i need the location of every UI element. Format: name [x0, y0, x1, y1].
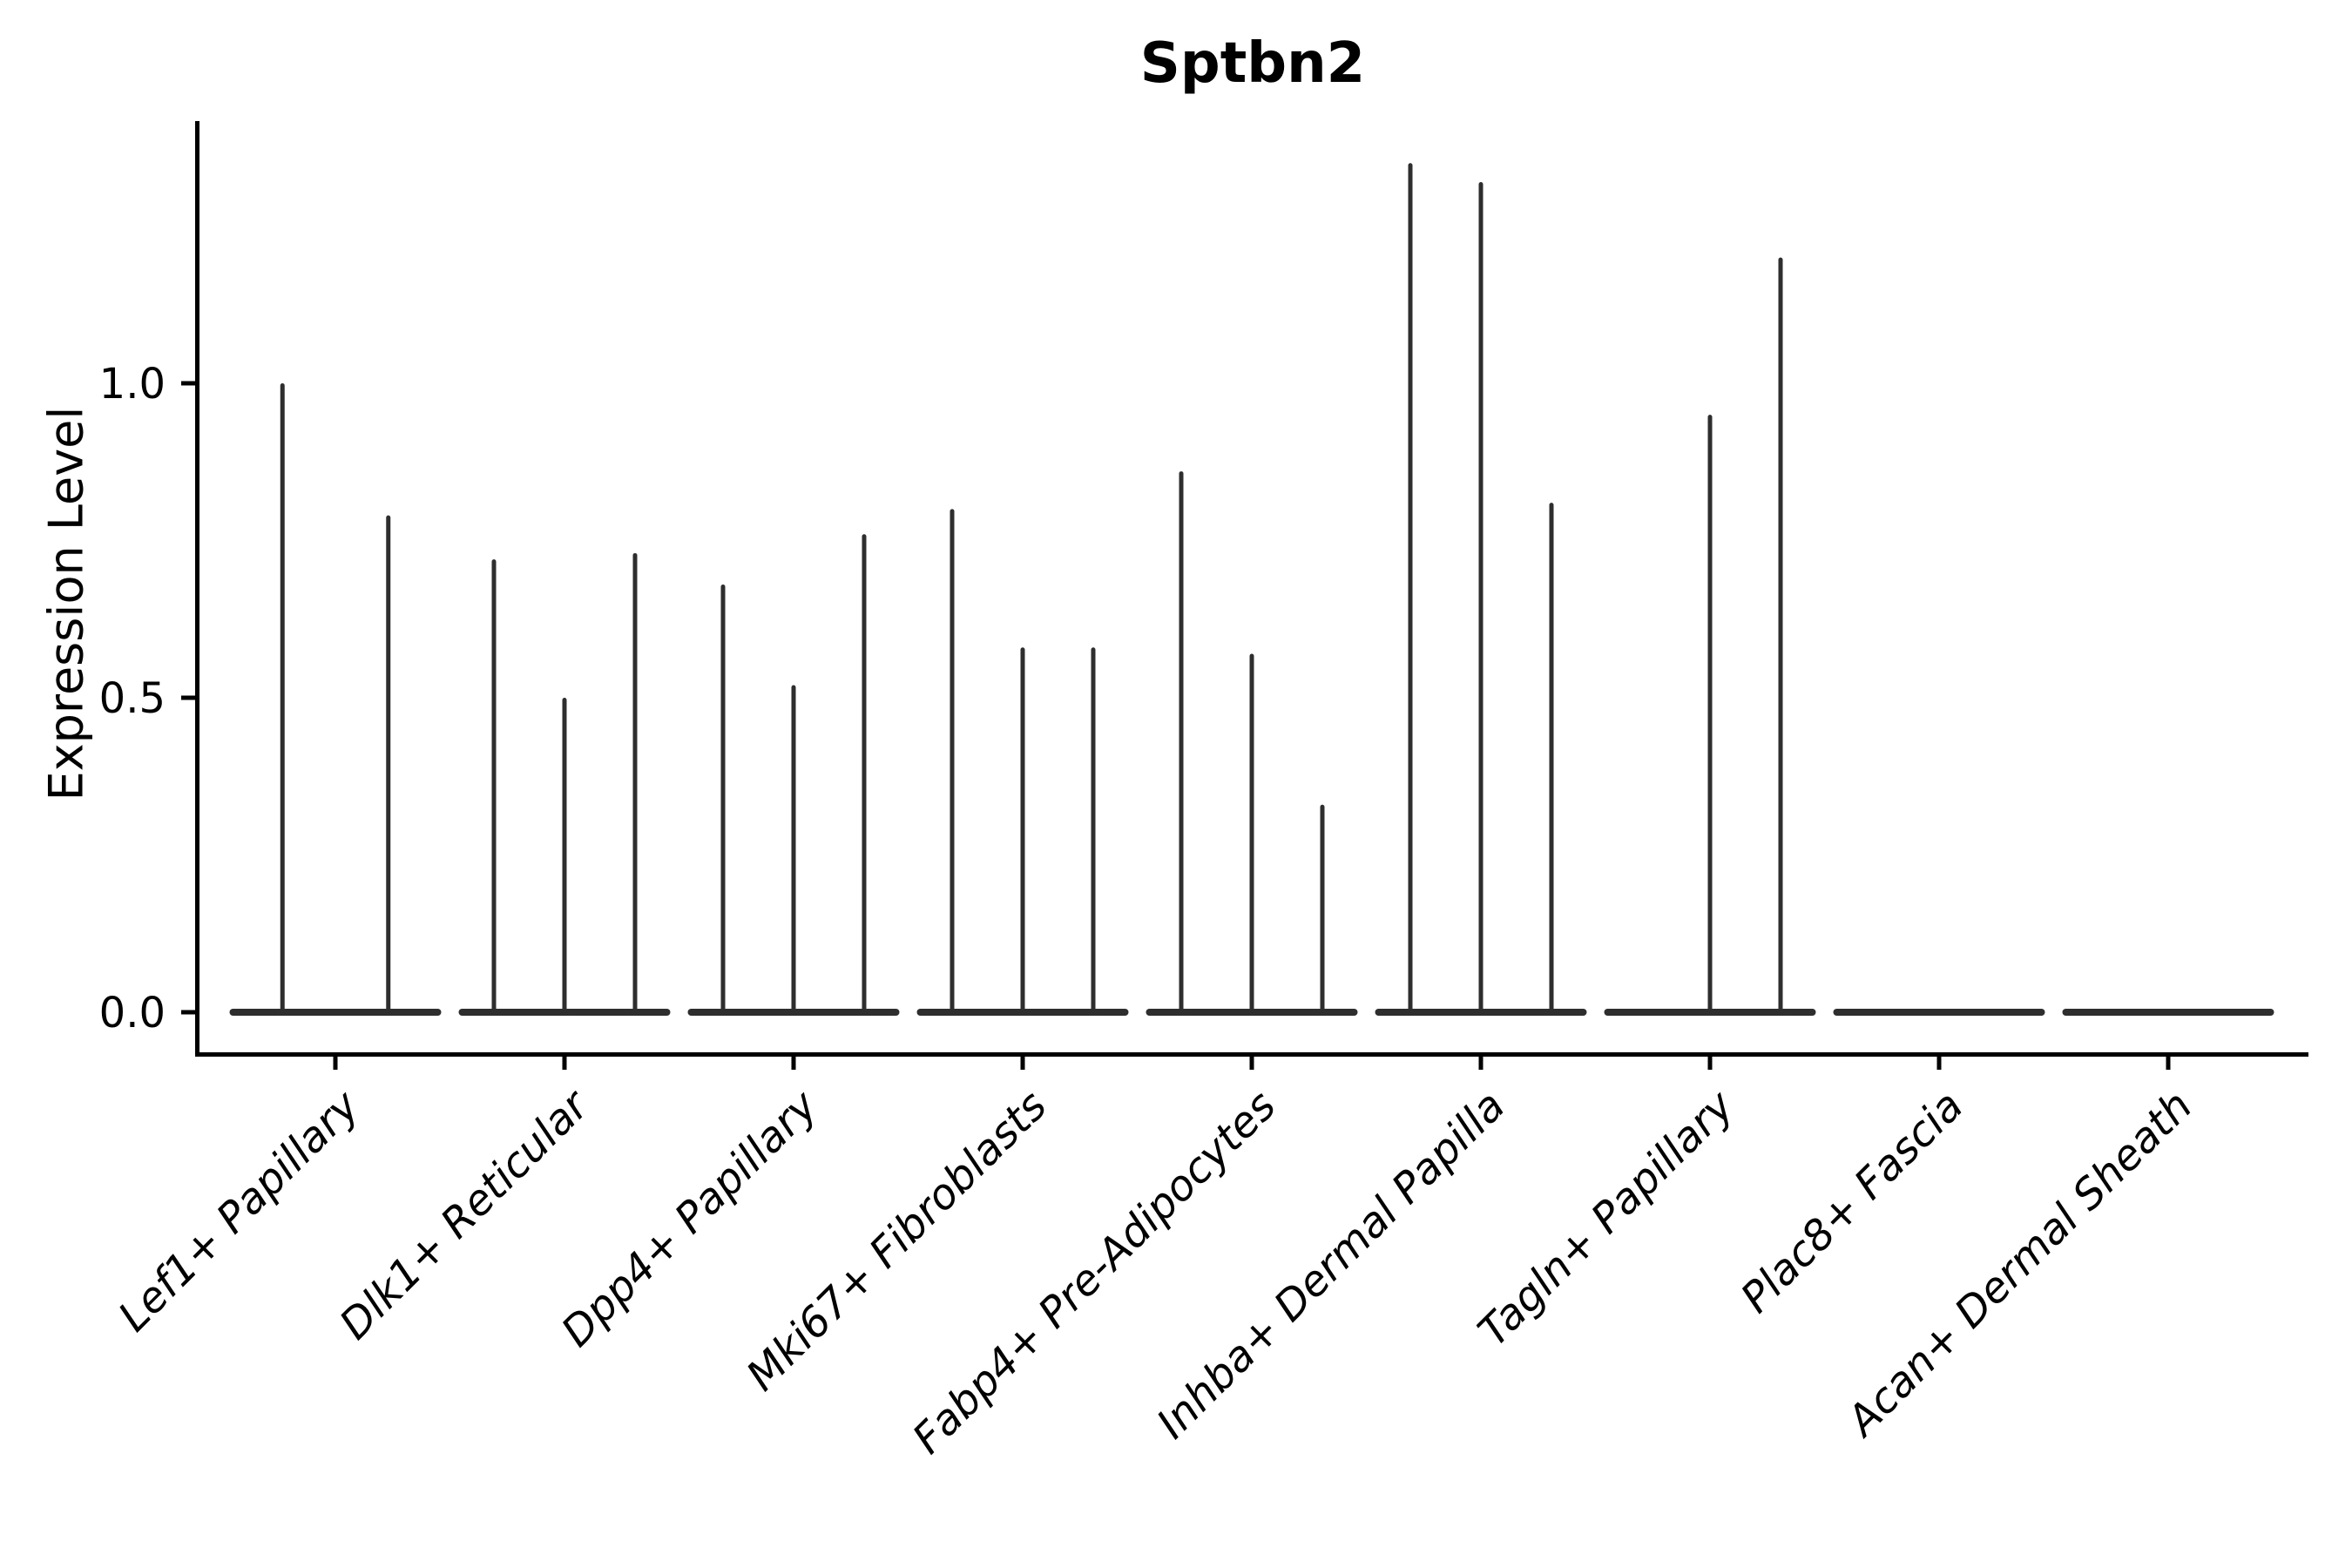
- violin-spike: [1179, 471, 1184, 1012]
- violin-spike: [720, 585, 726, 1012]
- x-tick-label: Tagln+ Papillary: [1469, 1081, 1744, 1356]
- x-tick: [1478, 1056, 1484, 1070]
- violin-spike: [1408, 163, 1413, 1013]
- violin-spike: [1320, 804, 1325, 1012]
- violin-spike: [632, 552, 638, 1012]
- violin-spike: [562, 698, 567, 1012]
- x-tick: [1020, 1056, 1025, 1070]
- violin-spike: [950, 509, 955, 1012]
- violin-spike: [1249, 653, 1254, 1012]
- violin-spike: [491, 559, 497, 1012]
- violin-spike: [1778, 257, 1783, 1013]
- y-tick: [181, 1010, 195, 1015]
- y-axis-spine: [195, 121, 199, 1057]
- x-tick-label: Plac8+ Fascia: [1732, 1081, 1973, 1322]
- x-tick: [1707, 1056, 1713, 1070]
- y-tick-label: 1.0: [99, 360, 166, 409]
- violin-spike: [1020, 647, 1025, 1012]
- x-tick: [791, 1056, 796, 1070]
- violin-baseline: [1833, 1009, 2045, 1016]
- x-tick-label: Lef1+ Papillary: [109, 1081, 369, 1342]
- x-tick-label: Fabp4+ Pre-Adipocytes: [903, 1081, 1286, 1463]
- x-tick-label: Dpp4+ Papillary: [552, 1081, 828, 1356]
- violin-spike: [1478, 181, 1484, 1012]
- violin-spike: [791, 685, 796, 1012]
- violin-spike: [280, 383, 285, 1012]
- x-axis-spine: [195, 1052, 2308, 1057]
- violin-spike: [1549, 503, 1554, 1012]
- violin-spike: [1707, 415, 1713, 1013]
- x-tick-label: Dlk1+ Reticular: [330, 1079, 600, 1349]
- x-tick: [333, 1056, 338, 1070]
- chart-title: Sptbn2: [1139, 31, 1366, 96]
- x-tick: [1936, 1056, 1942, 1070]
- y-tick-label: 0.5: [99, 674, 166, 723]
- violin-spike: [386, 515, 391, 1012]
- x-tick: [562, 1056, 567, 1070]
- x-tick: [2166, 1056, 2171, 1070]
- y-tick: [181, 695, 195, 700]
- violin-spike: [862, 534, 867, 1012]
- y-tick-label: 0.0: [99, 989, 166, 1037]
- y-tick: [181, 381, 195, 386]
- x-tick: [1249, 1056, 1254, 1070]
- violin-baseline: [2062, 1009, 2274, 1016]
- violin-spike: [1091, 647, 1096, 1012]
- violin-baseline: [229, 1009, 442, 1016]
